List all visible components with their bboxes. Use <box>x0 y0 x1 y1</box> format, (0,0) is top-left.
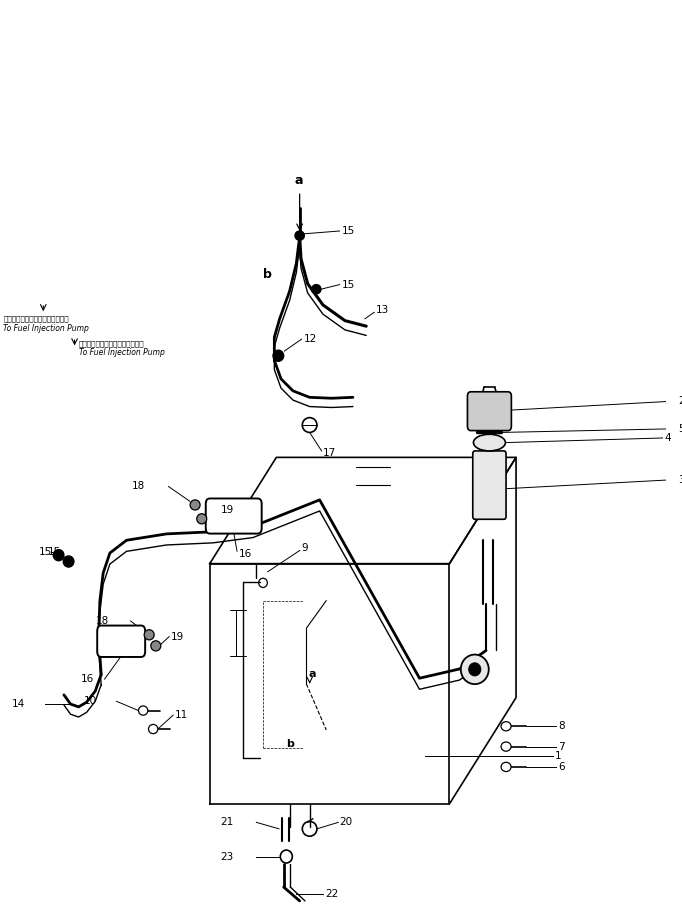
Text: 20: 20 <box>340 818 353 827</box>
Text: フェルインジェクションポンプへ: フェルインジェクションポンプへ <box>78 340 144 347</box>
Ellipse shape <box>295 231 304 240</box>
Text: 9: 9 <box>301 542 308 553</box>
Text: 16: 16 <box>239 549 252 559</box>
FancyBboxPatch shape <box>206 498 262 533</box>
Ellipse shape <box>149 724 158 734</box>
Text: 21: 21 <box>220 818 233 827</box>
Ellipse shape <box>190 500 200 510</box>
Text: 15: 15 <box>39 547 52 557</box>
Text: 18: 18 <box>96 616 109 626</box>
Text: a: a <box>308 669 316 679</box>
FancyBboxPatch shape <box>467 392 512 431</box>
FancyBboxPatch shape <box>98 626 145 657</box>
Ellipse shape <box>312 285 321 294</box>
Text: 17: 17 <box>323 448 336 457</box>
Text: 7: 7 <box>558 742 565 751</box>
Text: 19: 19 <box>171 632 184 641</box>
Text: 19: 19 <box>220 505 234 515</box>
Text: 15: 15 <box>342 226 355 236</box>
Text: b: b <box>286 739 294 748</box>
Text: 18: 18 <box>132 481 145 492</box>
Ellipse shape <box>273 350 284 361</box>
Text: 11: 11 <box>175 711 188 720</box>
Text: 13: 13 <box>376 305 389 314</box>
Text: 2: 2 <box>678 396 682 406</box>
FancyBboxPatch shape <box>473 451 506 519</box>
Ellipse shape <box>501 722 511 731</box>
Text: a: a <box>295 174 303 187</box>
Ellipse shape <box>501 742 511 751</box>
Ellipse shape <box>151 641 161 650</box>
Ellipse shape <box>461 654 489 684</box>
Text: 16: 16 <box>81 675 95 684</box>
Ellipse shape <box>63 556 74 567</box>
Text: 6: 6 <box>558 762 565 772</box>
Text: フェルインジェクションポンプへ: フェルインジェクションポンプへ <box>3 315 69 322</box>
Text: 15: 15 <box>48 547 61 557</box>
Text: b: b <box>263 268 272 281</box>
Text: 10: 10 <box>83 697 97 706</box>
Text: To Fuel Injection Pump: To Fuel Injection Pump <box>3 323 89 333</box>
Text: 22: 22 <box>325 889 338 898</box>
Ellipse shape <box>197 514 207 524</box>
Text: 23: 23 <box>220 852 233 861</box>
Ellipse shape <box>469 663 481 675</box>
Text: 8: 8 <box>558 722 565 731</box>
Text: 5: 5 <box>678 424 682 433</box>
Ellipse shape <box>138 706 148 715</box>
Text: 4: 4 <box>664 433 671 443</box>
Ellipse shape <box>144 629 154 639</box>
Text: 1: 1 <box>554 751 561 760</box>
Ellipse shape <box>473 434 505 451</box>
Ellipse shape <box>53 550 64 561</box>
Text: 15: 15 <box>342 280 355 289</box>
Text: 14: 14 <box>12 699 25 709</box>
Text: 12: 12 <box>303 334 317 344</box>
Ellipse shape <box>501 762 511 772</box>
Text: 3: 3 <box>678 475 682 484</box>
Text: To Fuel Injection Pump: To Fuel Injection Pump <box>78 348 164 358</box>
